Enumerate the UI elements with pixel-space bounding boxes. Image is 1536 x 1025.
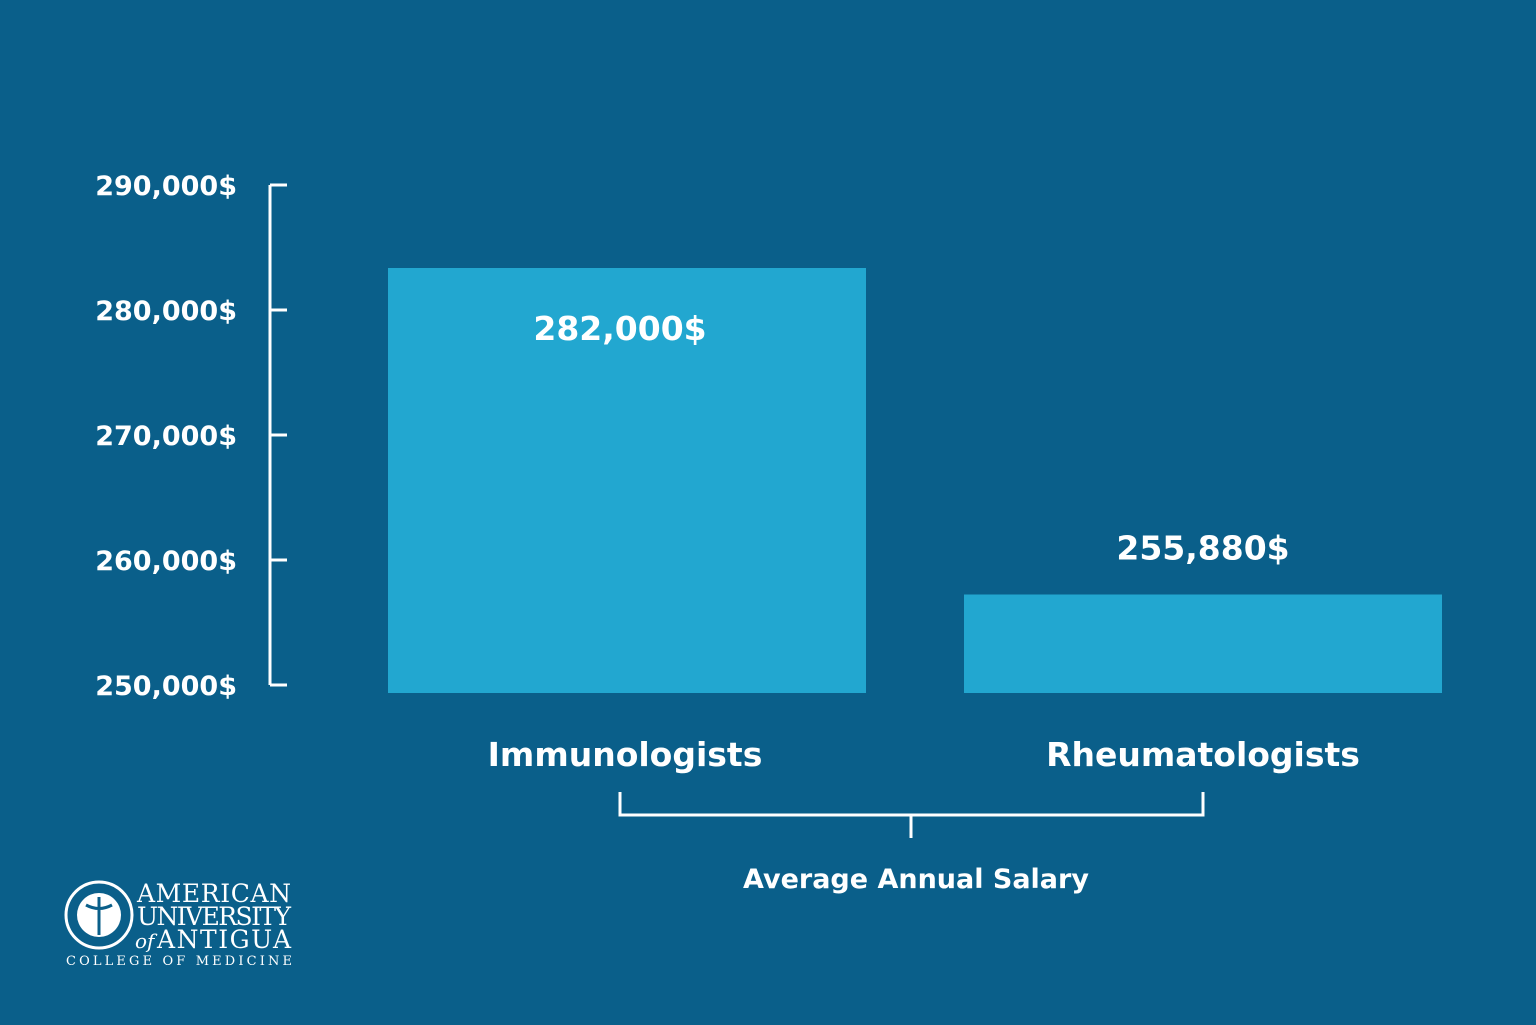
y-tick-label: 270,000$	[95, 421, 237, 452]
x-axis-bracket	[618, 792, 1205, 838]
logo: AMERICAN UNIVERSITY of ANTIGUA COLLEGE O…	[64, 879, 292, 969]
y-tick-label: 260,000$	[95, 546, 237, 577]
logo-line2: UNIVERSITY	[137, 902, 291, 931]
logo-line4: COLLEGE OF MEDICINE	[66, 954, 292, 969]
y-tick-label: 290,000$	[95, 171, 237, 202]
data-label: 255,880$	[1116, 529, 1289, 568]
logo-line1: AMERICAN	[136, 879, 291, 908]
x-axis-label: Average Annual Salary	[743, 864, 1089, 895]
category-label: Rheumatologists	[1046, 735, 1360, 774]
logo-line3: ANTIGUA	[156, 925, 292, 954]
logo-line3-of: of	[135, 929, 158, 953]
bar-rheumatologists	[964, 594, 1442, 693]
bar-immunologists	[388, 268, 866, 693]
logo-seal-icon	[64, 880, 134, 950]
y-tick-label: 280,000$	[95, 296, 237, 327]
category-label: Immunologists	[488, 735, 763, 774]
y-tick-label: 250,000$	[95, 671, 237, 702]
data-label: 282,000$	[533, 309, 706, 348]
